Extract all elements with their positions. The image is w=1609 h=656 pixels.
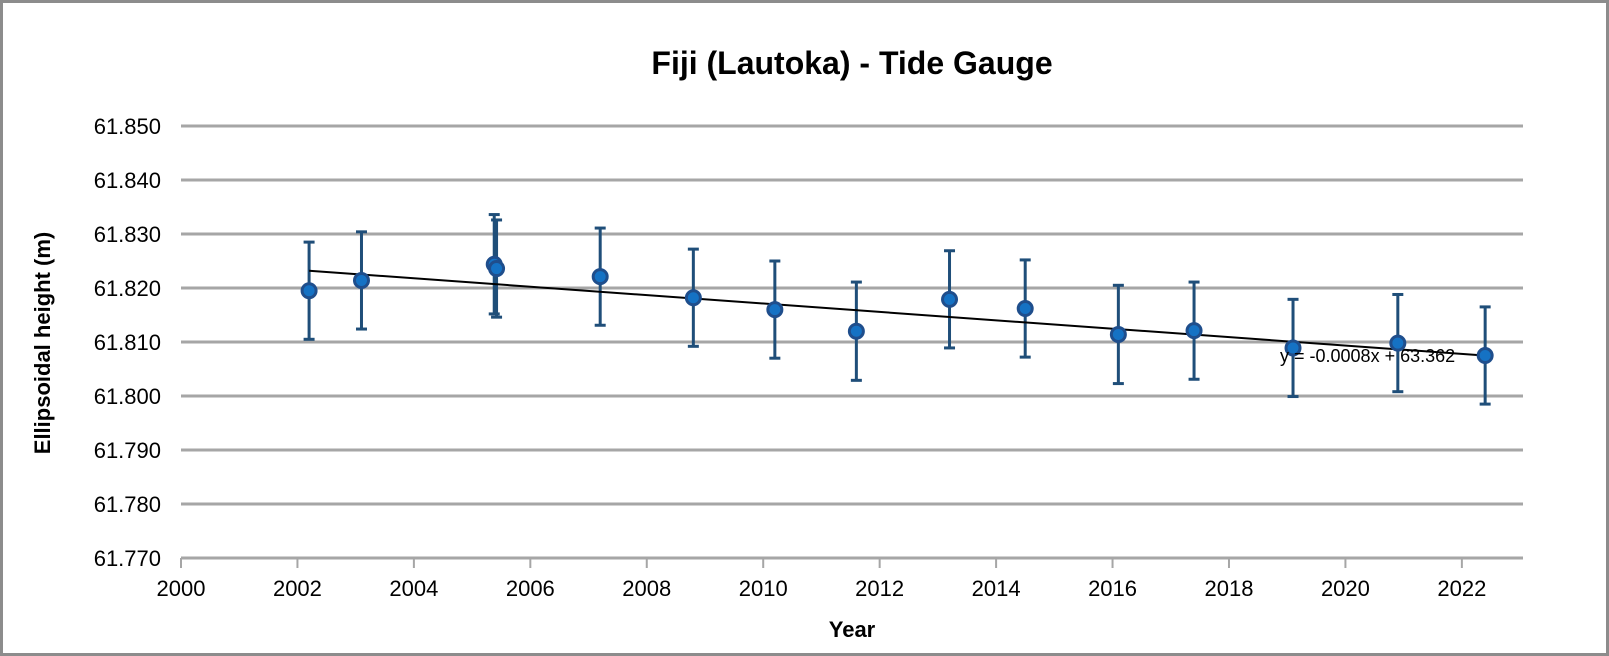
y-tick-label: 61.770 <box>94 546 161 571</box>
data-point-marker <box>1476 347 1494 364</box>
data-point-marker <box>684 289 702 307</box>
x-axis-title: Year <box>828 617 876 642</box>
y-tick-label: 61.780 <box>94 492 161 517</box>
data-point-marker <box>591 268 609 286</box>
x-tick-label: 2010 <box>739 576 788 601</box>
data-point-marker <box>1389 334 1407 352</box>
y-tick-label: 61.790 <box>94 438 161 463</box>
x-tick-label: 2006 <box>506 576 555 601</box>
x-tick-label: 2020 <box>1321 576 1370 601</box>
data-point-marker <box>488 260 506 278</box>
data-point-marker <box>1185 322 1203 340</box>
data-point-marker <box>1016 300 1034 318</box>
x-tick-label: 2004 <box>389 576 438 601</box>
data-point-marker <box>1109 325 1127 343</box>
x-tick-label: 2018 <box>1205 576 1254 601</box>
data-point-marker <box>766 301 784 319</box>
x-tick-label: 2016 <box>1088 576 1137 601</box>
plot-area: 61.850 61.840 61.830 61.820 61.810 61.800 61.7… <box>94 114 1523 601</box>
x-tick-label: 2000 <box>157 576 206 601</box>
x-tick-label: 2012 <box>855 576 904 601</box>
y-tick-label: 61.830 <box>94 222 161 247</box>
data-point-marker <box>1284 339 1302 357</box>
y-tick-label: 61.850 <box>94 114 161 139</box>
x-tick-label: 2014 <box>972 576 1021 601</box>
y-tick-label: 61.810 <box>94 330 161 355</box>
data-point-marker <box>941 290 959 308</box>
data-point-marker <box>847 322 865 340</box>
x-tick-label: 2022 <box>1437 576 1486 601</box>
data-point-marker <box>300 282 318 300</box>
x-tick-label: 2008 <box>622 576 671 601</box>
chart-title: Fiji (Lautoka) - Tide Gauge <box>651 45 1053 81</box>
x-tick-label: 2002 <box>273 576 322 601</box>
data-point-marker <box>352 271 370 289</box>
y-tick-label: 61.800 <box>94 384 161 409</box>
trendline-equation: y = -0.0008x + 63.362 <box>1280 346 1456 366</box>
y-tick-label: 61.820 <box>94 276 161 301</box>
y-tick-label: 61.840 <box>94 168 161 193</box>
